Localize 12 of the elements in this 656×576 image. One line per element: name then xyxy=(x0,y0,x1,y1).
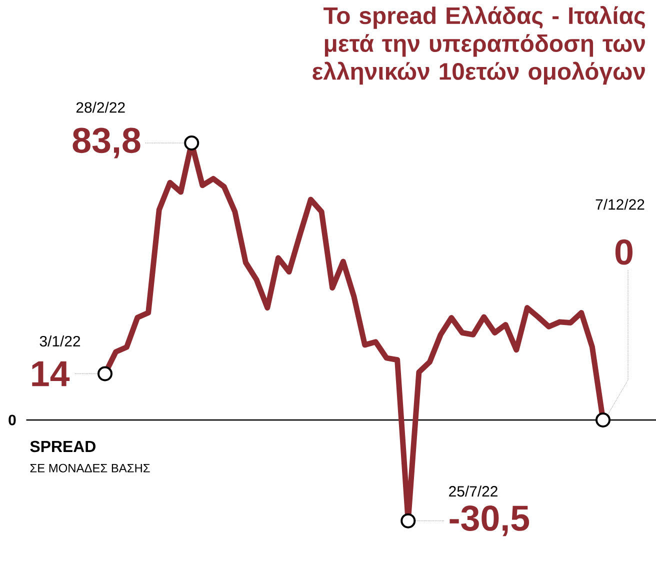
text: 0 xyxy=(615,239,633,265)
text: 0 xyxy=(8,414,16,426)
chart-title: Το spread Ελλάδας - Ιταλίας μετά την υπεραπόδοση των ελληνικών 10ετών ομολόγων xyxy=(312,6,646,85)
text: 14 xyxy=(32,361,70,386)
annotation: 7/12/22 xyxy=(596,198,644,210)
annotation: ΣΕ ΜΟΝΑΔΕΣ ΒΑΣΗΣ xyxy=(30,464,150,472)
text: 28/2/22 xyxy=(76,102,125,113)
annotation: -30,5 xyxy=(450,506,530,536)
text: 3/1/22 xyxy=(40,336,80,347)
annotation: 83,8 xyxy=(72,128,140,158)
annotation: 25/7/22 xyxy=(449,486,498,497)
y-axis-title: SPREAD xyxy=(30,440,96,452)
